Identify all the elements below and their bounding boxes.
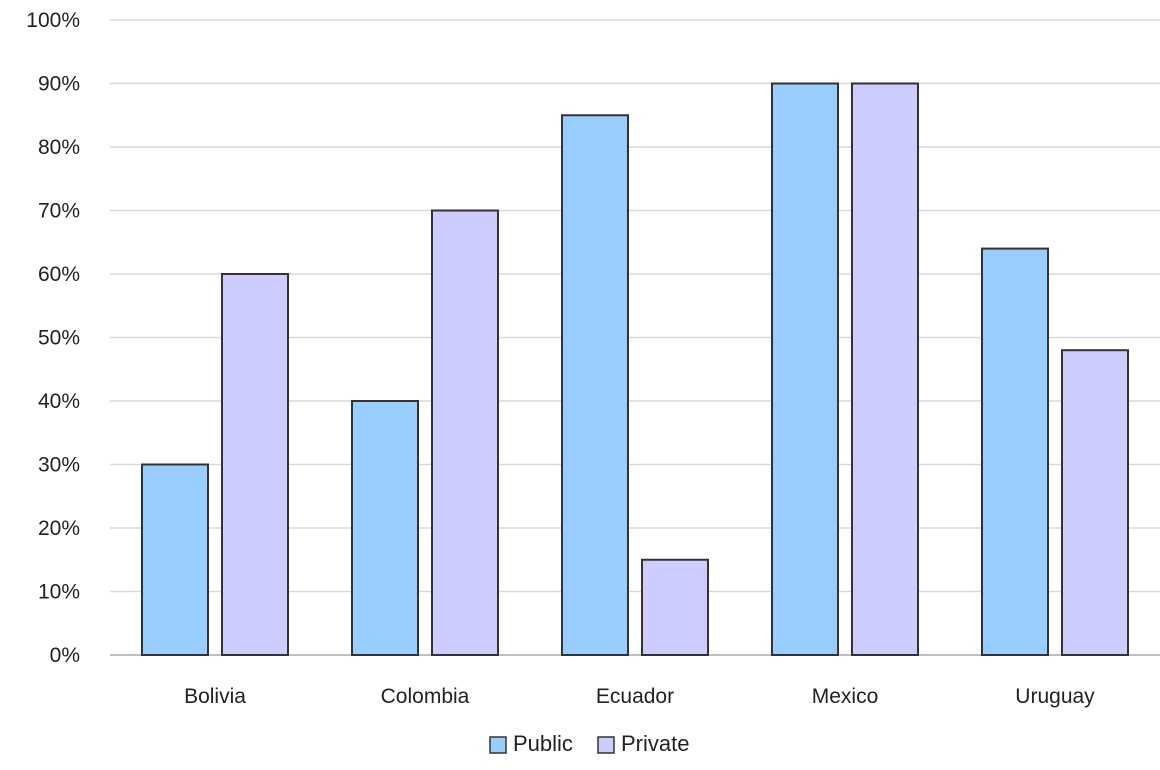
x-tick-label: Mexico [812, 685, 879, 708]
legend: Public Private [489, 731, 689, 756]
y-tick-label: 0% [50, 644, 80, 667]
bar-public-bolivia [141, 463, 209, 656]
y-tick-label: 80% [38, 136, 80, 159]
y-tick-label: 30% [38, 454, 80, 477]
y-axis-tick-labels: 0% 10% 20% 30% 40% 50% 60% 70% 80% 90% 100% [26, 9, 80, 667]
y-tick-label: 40% [38, 390, 80, 413]
bar-private-ecuador [641, 558, 709, 656]
bar-public-uruguay [981, 247, 1049, 656]
x-tick-label: Bolivia [184, 685, 246, 708]
y-tick-label: 10% [38, 581, 80, 604]
bar-private-colombia [431, 209, 499, 656]
x-axis-tick-labels: Bolivia Colombia Ecuador Mexico Uruguay [184, 685, 1095, 708]
y-tick-label: 60% [38, 263, 80, 286]
y-tick-label: 50% [38, 327, 80, 350]
bar-public-ecuador [561, 114, 629, 656]
bar-private-bolivia [221, 273, 289, 656]
legend-swatch-private [597, 736, 615, 754]
legend-label-public: Public [513, 731, 573, 756]
bar-public-colombia [351, 400, 419, 656]
bar-private-uruguay [1061, 349, 1129, 656]
bars [141, 82, 1129, 656]
x-tick-label: Ecuador [596, 685, 674, 708]
legend-label-private: Private [621, 731, 689, 756]
legend-swatch-public [489, 736, 507, 754]
x-tick-label: Uruguay [1015, 685, 1095, 708]
y-tick-label: 70% [38, 200, 80, 223]
y-tick-label: 100% [26, 9, 80, 32]
x-tick-label: Colombia [381, 685, 470, 708]
bar-public-mexico [771, 82, 839, 656]
y-tick-label: 20% [38, 517, 80, 540]
bar-private-mexico [851, 82, 919, 656]
y-tick-label: 90% [38, 73, 80, 96]
